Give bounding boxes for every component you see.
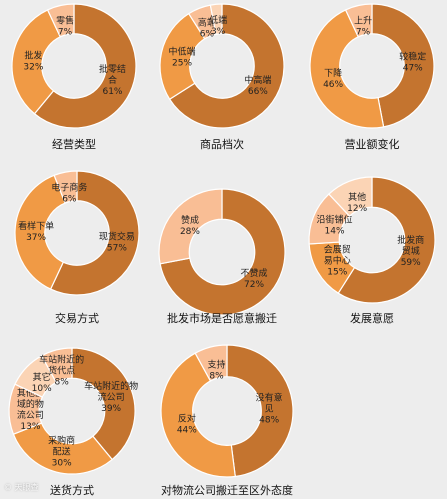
donut-slice-批发商贸城 — [337, 176, 436, 304]
donut-chart-3: 较稳定 47% 下降 46% 上升 7% 营业额变化 — [309, 3, 435, 151]
donut-slice-支持 — [194, 344, 228, 382]
donut-slice-电子商务 — [53, 170, 78, 204]
slice-label-反对: 反对 44% — [177, 413, 197, 436]
donut-chart-8: 没有意见 48% 反对 44% 支持 8% 对物流公司搬迁至区外态度 — [160, 344, 294, 497]
slice-label-批零结合: 批零结合 61% — [99, 63, 126, 97]
donut-slice-零售 — [46, 3, 75, 38]
chart-title: 商品档次 — [200, 137, 244, 151]
slice-label-零售: 零售 7% — [56, 15, 74, 38]
slice-label-中低端: 中低端 25% — [169, 46, 196, 69]
slice-label-批发: 批发 32% — [23, 49, 43, 72]
donut-slice-批发 — [11, 9, 62, 115]
slice-label-看样下单: 看样下单 37% — [18, 220, 54, 243]
slice-label-电子商务: 电子商务 6% — [51, 181, 87, 204]
chart-title: 经营类型 — [52, 137, 96, 151]
donut-slice-其他 — [328, 176, 373, 217]
chart-title: 营业额变化 — [345, 137, 400, 151]
donut-slice-现货交易 — [49, 170, 140, 296]
slice-label-赞成: 赞成 28% — [180, 214, 200, 237]
slice-label-其它: 其它 10% — [32, 371, 52, 394]
chart-title: 对物流公司搬迁至区外态度 — [161, 483, 293, 497]
slice-label-不赞成: 不赞成 72% — [241, 267, 268, 290]
donut-chart-1: 批零结合 61% 批发 32% 零售 7% 经营类型 — [11, 3, 137, 151]
slice-label-沿街铺位: 沿街铺位 14% — [317, 214, 353, 237]
donut-slice-上升 — [344, 3, 373, 38]
chart-title: 批发市场是否愿意搬迁 — [167, 311, 277, 325]
slice-label-车站附近的货代点: 车站附近的货代点 8% — [39, 354, 84, 388]
slice-label-没有意见: 没有意见 48% — [256, 391, 283, 425]
slice-label-其他: 其他 12% — [347, 191, 367, 214]
donut-chart-2: 中高端 66% 中低端 25%高端 6%低端 3% 商品档次 — [159, 3, 285, 151]
slice-label-中高端: 中高端 66% — [244, 74, 271, 97]
slice-label-下降: 下降 46% — [323, 67, 343, 90]
donut-slice-车站附近的货代点 — [40, 347, 73, 384]
donut-chart-4: 现货交易 57% 看样下单 37% 电子商务 6% 交易方式 — [14, 170, 140, 325]
donut-chart-7: 车站附近的物流公司 39%采购商配送 30%其他区域的物流公司 13%其它 10%车站附… — [8, 347, 138, 497]
slice-label-采购商配送: 采购商配送 30% — [48, 434, 75, 468]
donut-slice-不赞成 — [159, 188, 286, 316]
slice-label-较稳定: 较稳定 47% — [399, 51, 426, 74]
donut-slice-低端 — [209, 3, 223, 36]
donut-slice-反对 — [160, 352, 236, 478]
donut-slice-看样下单 — [14, 174, 66, 290]
donut-chart-5: 不赞成 72% 赞成 28% 批发市场是否愿意搬迁 — [158, 188, 286, 325]
chart-title: 送货方式 — [50, 483, 94, 497]
donut-slice-下降 — [309, 9, 385, 129]
slice-label-上升: 上升 7% — [354, 16, 372, 38]
donut-chart-6: 批发商贸城 59% 会展贸易中心 15% 沿街铺位 14%其他 12% 发展意愿 — [308, 176, 436, 325]
donut-slice-赞成 — [158, 188, 223, 265]
chart-title: 发展意愿 — [350, 311, 394, 325]
slice-label-高端: 高端 6% — [198, 16, 216, 39]
donut-slice-采购商配送 — [12, 422, 114, 475]
slice-label-支持: 支持 8% — [207, 359, 225, 382]
slice-label-会展贸易中心: 会展贸易中心 15% — [324, 244, 351, 278]
donut-slice-车站附近的物流公司 — [71, 347, 136, 461]
donut-slice-没有意见 — [226, 344, 294, 478]
donut-slice-中高端 — [168, 3, 285, 129]
donut-slice-较稳定 — [371, 3, 435, 128]
watermark: © 天眼查 — [4, 483, 39, 492]
slice-label-现货交易: 现货交易 57% — [99, 230, 135, 253]
donut-slice-批零结合 — [33, 3, 137, 129]
slice-label-批发商贸城: 批发商贸城 59% — [397, 234, 424, 268]
chart-title: 交易方式 — [55, 311, 99, 325]
slice-label-车站附近的物流公司: 车站附近的物流公司 39% — [84, 380, 138, 414]
slice-label-低端: 低端 3% — [209, 14, 227, 37]
